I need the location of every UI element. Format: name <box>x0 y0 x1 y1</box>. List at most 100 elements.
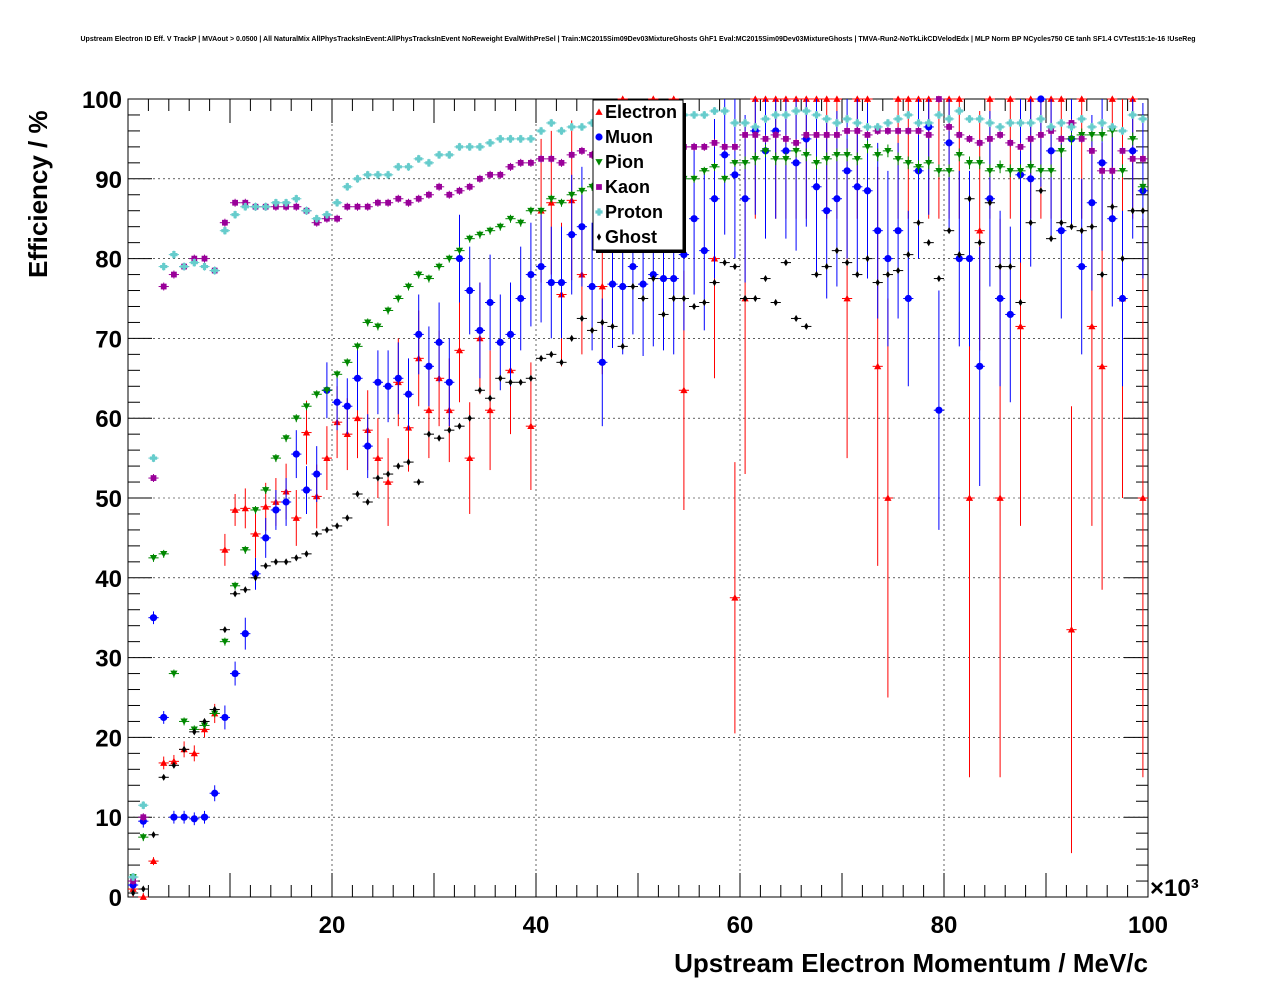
y-tick-label: 70 <box>95 326 122 353</box>
data-point <box>863 187 872 195</box>
data-point <box>549 350 554 358</box>
data-point <box>1059 219 1064 227</box>
data-point <box>782 147 790 155</box>
data-point <box>242 199 249 206</box>
data-point <box>384 307 392 315</box>
data-point <box>304 550 309 558</box>
data-point <box>1038 187 1044 195</box>
data-point <box>1006 167 1014 175</box>
data-point <box>976 362 984 370</box>
data-point <box>865 255 870 263</box>
data-point <box>853 119 861 127</box>
data-point <box>283 203 289 210</box>
data-point <box>160 262 168 271</box>
y-tick-label: 60 <box>95 406 122 433</box>
data-point <box>926 239 931 247</box>
data-point <box>1089 147 1095 154</box>
data-point <box>160 550 168 558</box>
data-point <box>160 713 168 722</box>
data-point <box>404 163 413 171</box>
data-point <box>946 227 952 235</box>
data-point <box>610 322 615 331</box>
data-point <box>202 717 207 726</box>
data-point <box>844 128 850 134</box>
data-point <box>813 132 820 138</box>
data-point <box>833 119 841 127</box>
data-point <box>659 274 668 283</box>
data-point <box>200 813 209 821</box>
data-point <box>712 278 717 287</box>
data-point <box>1057 119 1065 127</box>
data-point <box>608 280 617 288</box>
data-point <box>711 140 718 146</box>
data-point <box>231 669 239 678</box>
data-point <box>1108 128 1116 135</box>
data-point <box>1027 163 1035 171</box>
data-point <box>537 127 545 135</box>
data-point <box>1006 95 1014 102</box>
data-point <box>263 562 268 570</box>
data-point <box>793 140 799 146</box>
data-point <box>1008 262 1013 271</box>
data-point <box>945 139 953 147</box>
data-point <box>139 801 147 809</box>
data-point <box>589 326 595 335</box>
data-point <box>690 175 698 183</box>
data-point <box>243 586 248 594</box>
data-point <box>149 614 158 622</box>
data-point <box>935 406 943 414</box>
data-point <box>823 95 831 102</box>
data-point <box>640 294 646 303</box>
data-point <box>527 135 535 143</box>
data-point <box>508 378 513 386</box>
data-point <box>394 163 402 171</box>
data-point <box>355 490 360 498</box>
data-point <box>710 163 719 171</box>
data-point <box>374 454 382 461</box>
data-point <box>976 159 984 167</box>
data-point <box>598 358 606 366</box>
data-point <box>986 195 994 203</box>
data-point <box>251 507 260 514</box>
data-point <box>375 474 381 482</box>
data-point <box>751 123 759 131</box>
data-point <box>976 115 984 123</box>
data-point <box>914 119 923 127</box>
data-point <box>190 749 198 757</box>
data-point <box>282 498 290 506</box>
data-point <box>558 159 565 166</box>
data-point <box>853 95 861 102</box>
data-point <box>914 163 923 171</box>
data-point <box>732 144 738 150</box>
data-point <box>578 187 586 195</box>
series-proton <box>128 106 1148 882</box>
data-point <box>783 258 789 267</box>
data-point <box>436 434 442 442</box>
data-point <box>691 144 697 150</box>
data-point <box>792 159 800 167</box>
data-point <box>547 195 555 203</box>
data-point <box>537 207 545 215</box>
data-point <box>823 132 830 138</box>
data-point <box>486 298 494 307</box>
legend-label: Ghost <box>605 227 657 247</box>
data-point <box>455 247 464 255</box>
data-point <box>1078 115 1086 123</box>
data-point <box>670 274 678 283</box>
data-point <box>302 486 311 494</box>
data-point <box>916 219 921 227</box>
data-point <box>314 530 319 538</box>
data-point <box>864 132 871 138</box>
data-point <box>751 95 759 102</box>
data-point <box>149 857 158 864</box>
data-point <box>241 504 249 512</box>
data-point <box>486 406 494 414</box>
data-point <box>691 302 697 311</box>
data-point <box>190 258 198 267</box>
data-point <box>455 143 464 151</box>
data-point <box>141 885 146 893</box>
data-point <box>456 187 463 194</box>
data-point <box>1047 147 1055 155</box>
data-point <box>761 115 770 123</box>
data-point <box>955 255 963 263</box>
